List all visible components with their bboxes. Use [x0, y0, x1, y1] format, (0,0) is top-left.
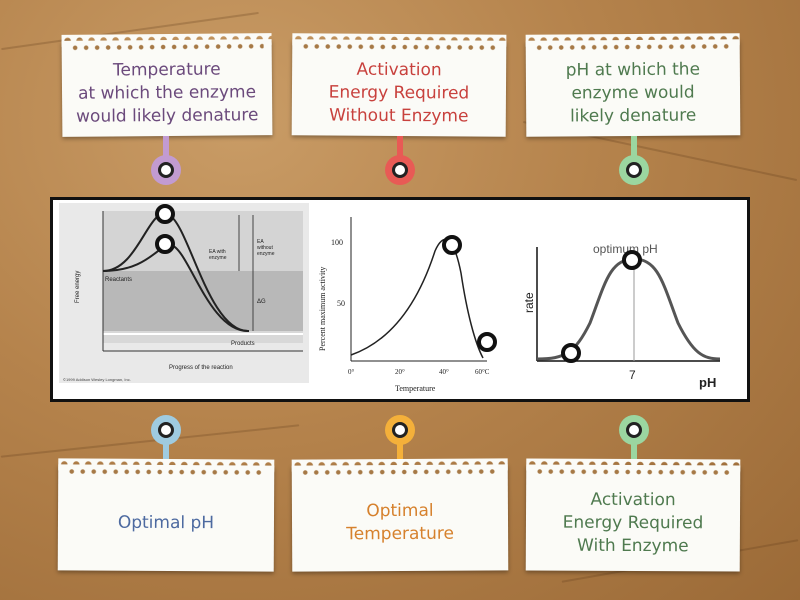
label-text: Optimal Temperature	[346, 500, 454, 545]
pin-stem	[163, 136, 169, 156]
reactants-label: Reactants	[105, 277, 132, 283]
x-axis-label: Temperature	[395, 384, 436, 393]
label-text: pH at which the enzyme would likely dena…	[565, 59, 701, 126]
pin-red[interactable]	[385, 155, 415, 185]
delta-g-label: ΔG	[257, 299, 266, 305]
label-card-bottom-1[interactable]: Optimal pH	[57, 464, 275, 572]
x-axis-label: Progress of the reaction	[169, 365, 233, 371]
drop-target[interactable]	[561, 343, 581, 363]
label-card-top-2[interactable]: Activation Energy Required Without Enzym…	[291, 39, 507, 137]
y-axis-label: Free energy	[75, 271, 81, 303]
x-axis-label: pH	[699, 375, 716, 390]
label-card-top-1[interactable]: Temperature at which the enzyme would li…	[61, 39, 273, 137]
note-holes	[69, 43, 264, 51]
drop-target[interactable]	[442, 235, 462, 255]
note-holes	[299, 468, 500, 476]
ea-with-label: EA with enzyme	[209, 249, 227, 261]
label-card-top-3[interactable]: pH at which the enzyme would likely dena…	[525, 39, 741, 137]
energy-diagram: Reactants Products EA with enzyme EA witho…	[59, 203, 309, 383]
wood-grain	[0, 424, 300, 458]
ph-graph: optimum pH rate 7 pH	[522, 242, 721, 390]
note-holes	[533, 43, 732, 51]
pin-stem	[397, 136, 403, 156]
pin-blue[interactable]	[151, 415, 181, 445]
label-text: Temperature at which the enzyme would li…	[75, 59, 259, 127]
note-holes	[534, 468, 733, 476]
temperature-graph: 100 50 0° 20° 40° 60°C Temperature Perce…	[318, 217, 490, 393]
pin-green[interactable]	[619, 155, 649, 185]
pin-green[interactable]	[619, 415, 649, 445]
pin-stem	[631, 444, 637, 466]
chart-title: optimum pH	[593, 242, 658, 256]
copyright: ©1999 Addison Wesley Longman, Inc.	[63, 377, 131, 382]
y-tick: 50	[337, 299, 345, 308]
y-tick: 100	[331, 238, 343, 247]
x-tick: 0°	[348, 368, 355, 376]
pin-stem	[631, 136, 637, 156]
label-card-bottom-3[interactable]: Activation Energy Required With Enzyme	[525, 464, 741, 572]
label-text: Activation Energy Required Without Enzym…	[328, 59, 470, 126]
pin-stem	[397, 444, 403, 466]
label-card-bottom-2[interactable]: Optimal Temperature	[291, 464, 509, 572]
label-text: Optimal pH	[117, 512, 215, 533]
x-tick: 7	[629, 368, 636, 382]
drop-target[interactable]	[477, 332, 497, 352]
label-text: Activation Energy Required With Enzyme	[562, 489, 704, 556]
products-label: Products	[231, 341, 255, 347]
ea-without-label: EA without enzyme	[257, 239, 275, 257]
pin-orange[interactable]	[385, 415, 415, 445]
x-tick: 60°C	[475, 368, 490, 376]
graph-panel: Reactants Products EA with enzyme EA witho…	[50, 197, 750, 402]
pin-purple[interactable]	[151, 155, 181, 185]
pin-stem	[163, 444, 169, 466]
drop-target[interactable]	[155, 204, 175, 224]
note-holes	[300, 43, 499, 51]
y-axis-label: rate	[522, 292, 536, 313]
drop-target[interactable]	[155, 234, 175, 254]
x-tick: 40°	[439, 368, 449, 376]
drop-target[interactable]	[622, 250, 642, 270]
x-tick: 20°	[395, 368, 405, 376]
y-axis-label: Percent maximum activity	[318, 267, 327, 351]
note-holes	[66, 468, 267, 476]
